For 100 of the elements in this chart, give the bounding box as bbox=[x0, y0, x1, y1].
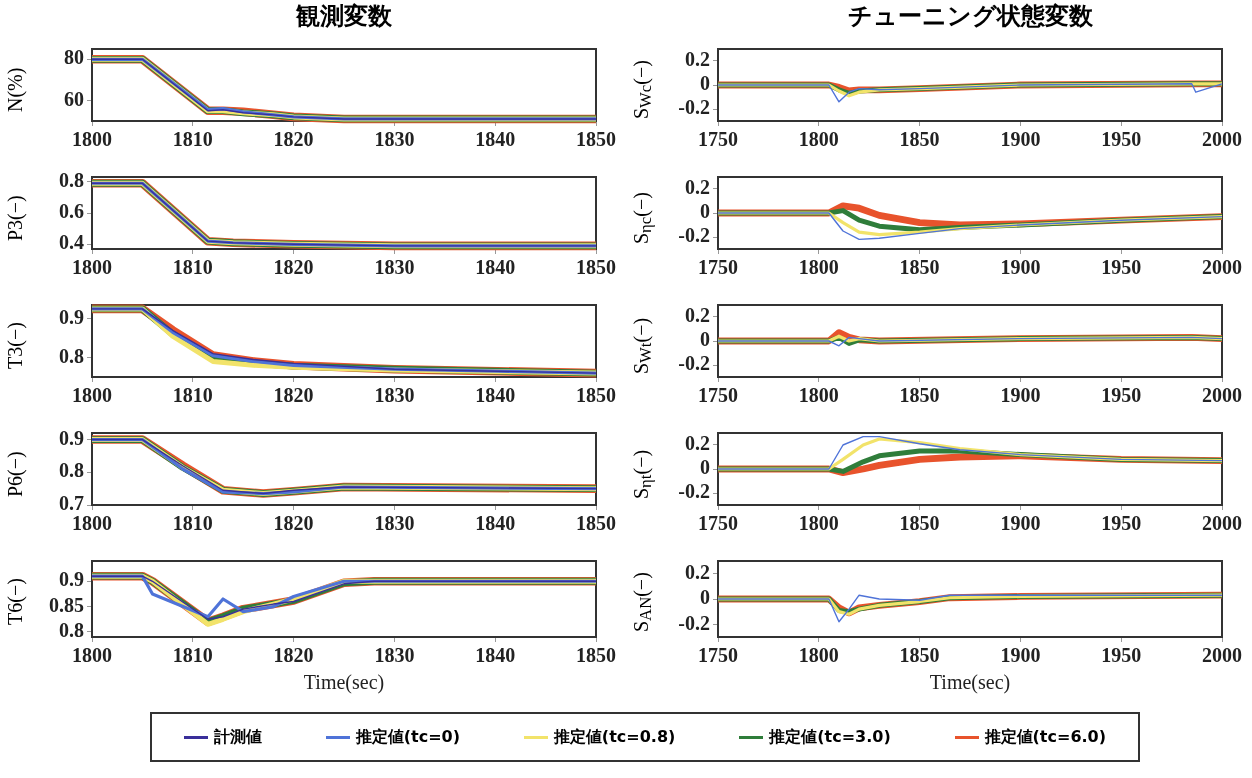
x-tick-label: 1820 bbox=[273, 128, 314, 151]
x-tick-label: 1750 bbox=[698, 512, 738, 535]
y-tick-label: 0.9 bbox=[59, 426, 84, 449]
x-tick-label: 1840 bbox=[475, 128, 516, 151]
x-tick-label: 1750 bbox=[698, 644, 738, 667]
x-tick-label: 1800 bbox=[72, 128, 112, 151]
x-tick-label: 1840 bbox=[475, 512, 516, 535]
x-tick-label: 1950 bbox=[1101, 644, 1142, 667]
y-tick-label: 0.2 bbox=[685, 560, 710, 583]
y-tick-label: 0 bbox=[700, 328, 710, 351]
y-tick-label: 0.7 bbox=[59, 492, 84, 515]
y-tick-label: 0 bbox=[700, 456, 710, 479]
legend-label: 推定値(tc=0.8) bbox=[553, 726, 676, 746]
x-tick-label: 1800 bbox=[798, 512, 839, 535]
x-tick-label: 1800 bbox=[798, 128, 839, 151]
y-tick-label: 0.6 bbox=[59, 200, 84, 223]
y-axis-title: N(%) bbox=[4, 66, 27, 115]
y-tick-label: 0.2 bbox=[685, 48, 710, 71]
x-tick-label: 1950 bbox=[1101, 128, 1142, 151]
x-tick-label: 1850 bbox=[899, 644, 940, 667]
y-tick-label: 0.8 bbox=[59, 344, 84, 367]
x-tick-label: 1900 bbox=[1000, 644, 1041, 667]
x-tick-label: 1820 bbox=[273, 256, 314, 279]
y-tick-label: -0.2 bbox=[678, 224, 710, 247]
y-tick-label: -0.2 bbox=[678, 96, 710, 119]
y-tick-label: -0.2 bbox=[678, 611, 710, 634]
x-tick-label: 1900 bbox=[1000, 384, 1041, 407]
legend-label: 推定値(tc=6.0) bbox=[984, 726, 1107, 746]
y-tick-label: 0.9 bbox=[59, 568, 84, 591]
x-tick-label: 1900 bbox=[1000, 256, 1041, 279]
y-tick-label: 0.9 bbox=[59, 305, 84, 328]
y-tick-label: 0.8 bbox=[59, 619, 84, 642]
y-tick-label: 0.8 bbox=[59, 168, 84, 191]
x-tick-label: 1800 bbox=[72, 256, 112, 279]
x-tick-label: 1800 bbox=[798, 644, 839, 667]
y-tick-label: 60 bbox=[64, 87, 84, 110]
x-tick-label: 1900 bbox=[1000, 128, 1041, 151]
y-tick-label: 0 bbox=[700, 586, 710, 609]
legend-label: 推定値(tc=0) bbox=[355, 726, 461, 746]
x-tick-label: 1810 bbox=[172, 644, 213, 667]
x-tick-label: 2000 bbox=[1202, 644, 1242, 667]
x-tick-label: 1830 bbox=[374, 128, 415, 151]
chart-title: チューニング状態変数 bbox=[846, 1, 1094, 32]
x-tick-label: 2000 bbox=[1202, 512, 1242, 535]
x-tick-label: 1850 bbox=[576, 128, 616, 151]
x-tick-label: 1850 bbox=[576, 256, 616, 279]
x-tick-label: 1840 bbox=[475, 256, 516, 279]
x-tick-label: 1850 bbox=[899, 256, 940, 279]
x-tick-label: 1950 bbox=[1101, 384, 1142, 407]
x-tick-label: 1810 bbox=[172, 128, 213, 151]
y-axis-title: P6(−) bbox=[4, 450, 27, 499]
x-tick-label: 1850 bbox=[576, 512, 616, 535]
x-tick-label: 1830 bbox=[374, 512, 415, 535]
y-axis-title: T3(−) bbox=[4, 321, 27, 372]
y-axis-title: T6(−) bbox=[4, 577, 27, 628]
x-tick-label: 1800 bbox=[72, 644, 112, 667]
x-tick-label: 1810 bbox=[172, 256, 213, 279]
y-tick-label: 0.85 bbox=[49, 593, 84, 616]
x-tick-label: 1800 bbox=[798, 384, 839, 407]
x-axis-title: Time(sec) bbox=[929, 671, 1011, 695]
chart-title: 観測変数 bbox=[295, 1, 393, 32]
y-tick-label: 0.2 bbox=[685, 432, 710, 455]
y-tick-label: -0.2 bbox=[678, 480, 710, 503]
x-tick-label: 1900 bbox=[1000, 512, 1041, 535]
y-tick-label: 0.8 bbox=[59, 459, 84, 482]
x-tick-label: 1850 bbox=[576, 384, 616, 407]
y-tick-label: 80 bbox=[64, 46, 84, 69]
x-tick-label: 1850 bbox=[899, 512, 940, 535]
x-tick-label: 1950 bbox=[1101, 512, 1142, 535]
x-tick-label: 1750 bbox=[698, 256, 738, 279]
x-tick-label: 1850 bbox=[899, 128, 940, 151]
x-tick-label: 1840 bbox=[475, 644, 516, 667]
x-tick-label: 1820 bbox=[273, 512, 314, 535]
x-tick-label: 1850 bbox=[576, 644, 616, 667]
y-tick-label: 0.4 bbox=[59, 231, 84, 254]
x-tick-label: 1840 bbox=[475, 384, 516, 407]
x-tick-label: 2000 bbox=[1202, 256, 1242, 279]
x-tick-label: 1750 bbox=[698, 384, 738, 407]
y-tick-label: 0.2 bbox=[685, 304, 710, 327]
x-axis-title: Time(sec) bbox=[303, 671, 385, 695]
y-tick-label: -0.2 bbox=[678, 352, 710, 375]
x-tick-label: 1850 bbox=[899, 384, 940, 407]
y-tick-label: 0.2 bbox=[685, 176, 710, 199]
legend-label: 計測値 bbox=[213, 726, 262, 746]
x-tick-label: 1830 bbox=[374, 384, 415, 407]
x-tick-label: 1820 bbox=[273, 384, 314, 407]
x-tick-label: 1800 bbox=[72, 512, 112, 535]
x-tick-label: 2000 bbox=[1202, 384, 1242, 407]
x-tick-label: 1820 bbox=[273, 644, 314, 667]
y-axis-title: P3(−) bbox=[4, 194, 27, 243]
x-tick-label: 1950 bbox=[1101, 256, 1142, 279]
x-tick-label: 1800 bbox=[72, 384, 112, 407]
y-tick-label: 0 bbox=[700, 200, 710, 223]
y-tick-label: 0 bbox=[700, 72, 710, 95]
legend-label: 推定値(tc=3.0) bbox=[769, 726, 891, 746]
x-tick-label: 1830 bbox=[374, 256, 415, 279]
x-tick-label: 2000 bbox=[1202, 128, 1242, 151]
x-tick-label: 1830 bbox=[374, 644, 415, 667]
x-tick-label: 1810 bbox=[172, 384, 213, 407]
x-tick-label: 1800 bbox=[798, 256, 839, 279]
